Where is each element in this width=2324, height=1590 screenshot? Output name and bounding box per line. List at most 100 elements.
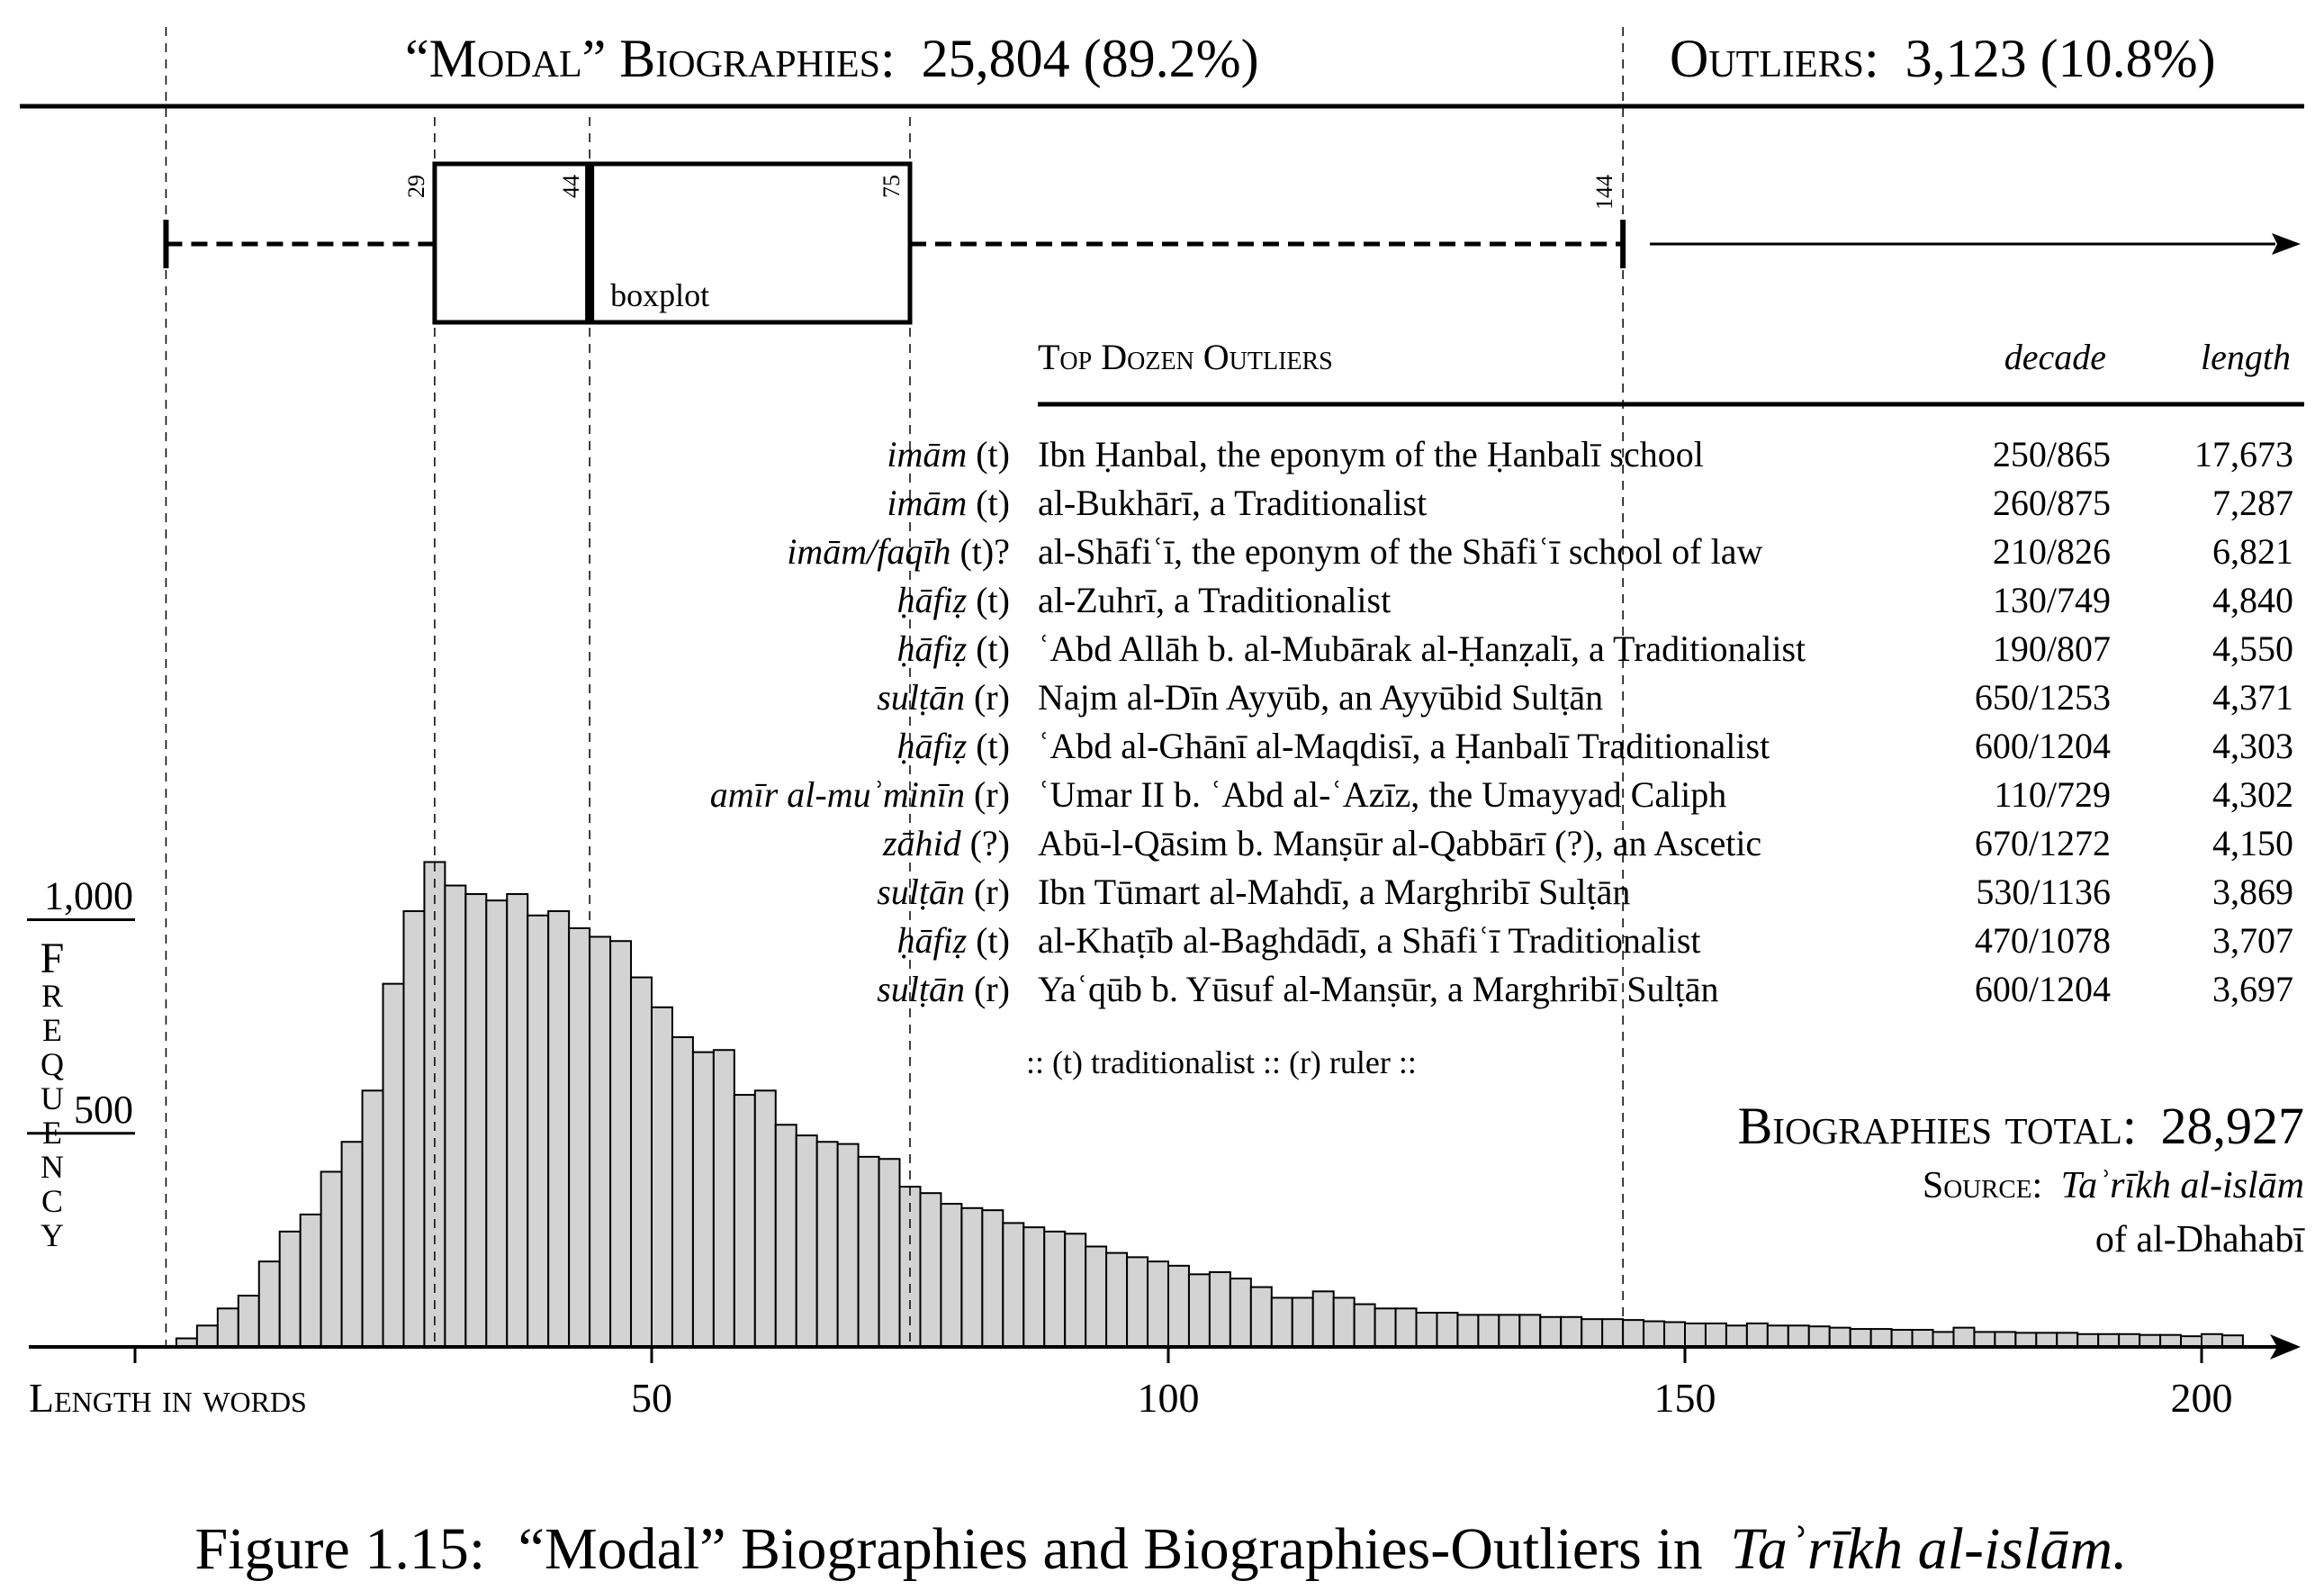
- table-row: imām (t) Ibn Ḥanbal, the eponym of the Ḥan…: [887, 434, 2293, 474]
- totals-line: Biographies total: 28,927: [1738, 1097, 2304, 1155]
- table-legend: :: (t) traditionalist :: (r) ruler ::: [1026, 1044, 1417, 1080]
- axes: 50 100 150 200 Length in words 500 1,000 F R E Q U E…: [27, 874, 2301, 1421]
- table-row: amīr al-muʾminīn (r) ʿUmar II b. ʿAbd al-ʿ…: [710, 774, 2293, 815]
- row-decade: 600/1204: [1975, 726, 2111, 766]
- histogram-bar: [444, 884, 467, 1348]
- histogram-bar: [691, 1051, 715, 1348]
- row-role-tag: (r): [974, 774, 1010, 815]
- x-tick-label: 200: [2171, 1375, 2233, 1421]
- row-decade: 650/1253: [1975, 677, 2111, 718]
- histogram-bar: [527, 914, 550, 1348]
- histogram-bar: [609, 940, 633, 1348]
- row-decade: 250/865: [1993, 434, 2111, 474]
- modal-header: “Modal” Biographies: 25,804 (89.2%): [405, 29, 1259, 88]
- histogram-bar: [1105, 1251, 1129, 1348]
- histogram-bar: [1022, 1226, 1046, 1349]
- histogram-bar: [464, 893, 488, 1349]
- histogram-bar: [1828, 1326, 1851, 1349]
- row-length: 7,287: [2212, 483, 2293, 523]
- histogram-bar: [2201, 1333, 2223, 1349]
- row-length: 4,303: [2212, 726, 2293, 766]
- table-row: imām/faqīh (t)? al-Shāfiʿī, the eponym of …: [787, 531, 2293, 572]
- histogram-bar: [547, 910, 571, 1348]
- caption-prefix: Figure 1.15:: [195, 1516, 486, 1582]
- histogram-bar: [2118, 1333, 2141, 1349]
- histogram-bar: [1745, 1322, 1769, 1349]
- table-title: Top Dozen Outliers: [1038, 337, 1333, 377]
- row-name: al-Khaṭīb al-Baghdādī, a Shāfiʿī Traditi…: [1038, 920, 1701, 961]
- row-role-tag: (?): [970, 823, 1010, 863]
- histogram-bar: [774, 1124, 797, 1349]
- row-role: imām (t): [887, 434, 1010, 474]
- row-role: zāhid (?): [882, 823, 1010, 863]
- histogram-bar: [815, 1141, 839, 1348]
- row-role-title: imām: [887, 434, 967, 474]
- row-role: ḥāfiẓ (t): [896, 580, 1010, 620]
- row-role-title: imām: [887, 483, 967, 523]
- table-col-length: length: [2201, 337, 2291, 377]
- row-role: imām/faqīh (t)?: [787, 531, 1010, 572]
- row-name: al-Zuhrī, a Traditionalist: [1038, 580, 1391, 620]
- histogram-bar: [795, 1134, 818, 1348]
- row-name: Yaʿqūb b. Yūsuf al-Manṣūr, a Marghribī S…: [1038, 969, 1718, 1009]
- histogram-bar: [1952, 1326, 1976, 1349]
- histogram-bar: [836, 1143, 860, 1348]
- histogram-bar: [1270, 1296, 1293, 1349]
- boxplot: boxplot 29 44 75 144: [163, 161, 2301, 325]
- row-decade: 470/1078: [1975, 920, 2111, 961]
- histogram-bar: [857, 1155, 880, 1348]
- histogram-bar: [1890, 1329, 1914, 1349]
- row-role-title: ḥāfiẓ: [896, 726, 967, 766]
- histogram-bar: [1126, 1256, 1149, 1348]
- row-decade: 190/807: [1993, 628, 2111, 669]
- row-length: 6,821: [2212, 531, 2293, 572]
- histogram-bar: [216, 1307, 239, 1349]
- histogram-bar: [1374, 1307, 1397, 1349]
- histogram-bar: [382, 982, 405, 1348]
- row-role-tag: (t): [976, 434, 1010, 474]
- row-role-title: amīr al-muʾminīn: [710, 774, 965, 815]
- boxplot-value-label: 44: [558, 175, 584, 198]
- histogram-bar: [1581, 1318, 1604, 1349]
- totals-label: Biographies total:: [1738, 1097, 2137, 1155]
- histogram-bar: [1787, 1324, 1810, 1349]
- histogram-bar: [671, 1035, 694, 1348]
- row-decade: 130/749: [1993, 580, 2111, 620]
- histogram-bar: [320, 1170, 343, 1348]
- histogram-bar: [1167, 1264, 1190, 1349]
- table-row: ḥāfiẓ (t) ʿAbd al-Ghānī al-Maqdisī, a Ḥanb…: [896, 726, 2293, 766]
- histogram-bar: [919, 1192, 942, 1349]
- totals-block: Biographies total: 28,927 Source: Taʾrīk…: [1738, 1097, 2306, 1260]
- row-decade: 530/1136: [1976, 872, 2111, 912]
- row-length: 3,869: [2212, 872, 2293, 912]
- row-length: 4,302: [2212, 774, 2293, 815]
- boxplot-value-label: 144: [1591, 175, 1617, 210]
- histogram-bar: [1332, 1296, 1356, 1349]
- table-rows: imām (t) Ibn Ḥanbal, the eponym of the Ḥan…: [710, 434, 2293, 1009]
- histogram-bar: [1766, 1324, 1789, 1349]
- row-role: sulṭān (r): [877, 969, 1010, 1009]
- table-col-decade: decade: [2004, 337, 2106, 377]
- histogram-bar: [1187, 1273, 1211, 1348]
- histogram-bar: [1518, 1314, 1542, 1349]
- row-role-title: imām/faqīh: [787, 531, 950, 572]
- histogram-bar: [1663, 1321, 1687, 1348]
- histogram-bar: [2097, 1333, 2121, 1349]
- histogram-bar: [960, 1206, 984, 1349]
- histogram-bar: [1643, 1320, 1666, 1349]
- table-row: ḥāfiẓ (t) al-Khaṭīb al-Baghdādī, a Shāfiʿī…: [896, 920, 2293, 961]
- source-title: Taʾrīkh al-islām: [2061, 1165, 2304, 1206]
- row-name: ʿUmar II b. ʿAbd al-ʿAzīz, the Umayyad C…: [1038, 774, 1726, 815]
- histogram-bar: [1601, 1318, 1625, 1349]
- row-decade: 670/1272: [1975, 823, 2111, 863]
- row-role-title: ḥāfiẓ: [896, 920, 967, 961]
- row-role-tag: (t)?: [959, 531, 1010, 572]
- histogram-bar: [1311, 1290, 1335, 1348]
- histogram-bars: [175, 861, 2244, 1349]
- table-row: imām (t) al-Bukhārī, a Traditionalist 260/8…: [887, 483, 2293, 523]
- histogram-bar: [1477, 1314, 1500, 1349]
- histogram-bar: [1869, 1328, 1893, 1348]
- histogram-bar: [1394, 1307, 1418, 1349]
- table-row: ḥāfiẓ (t) ʿAbd Allāh b. al-Mubārak al-Ḥanẓ…: [896, 628, 2293, 669]
